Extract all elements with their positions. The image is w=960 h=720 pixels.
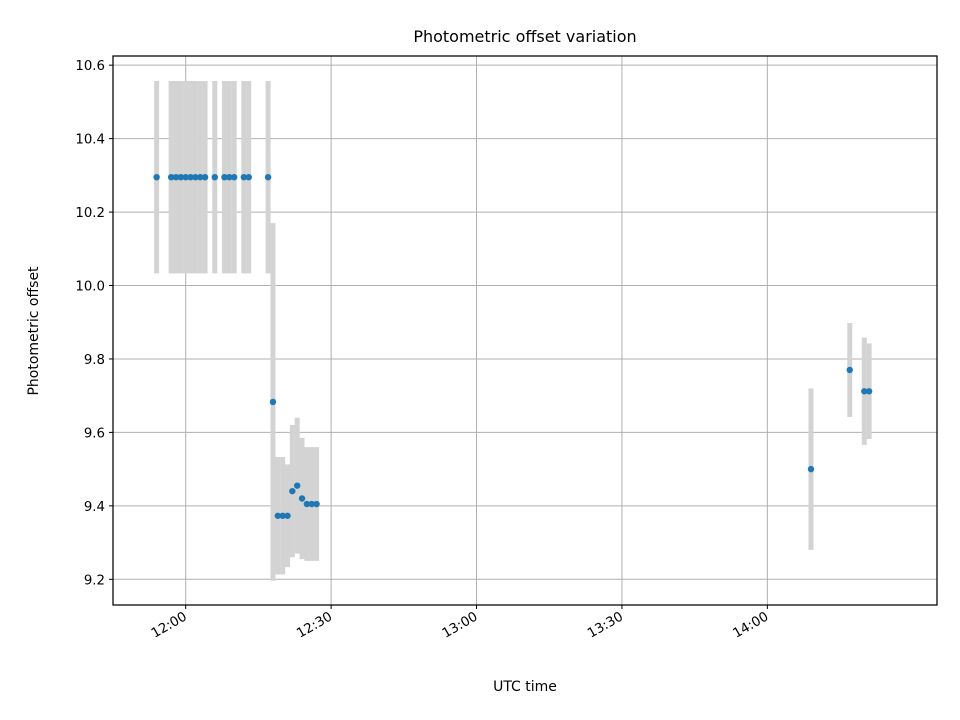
data-point	[289, 487, 296, 495]
data-point	[279, 512, 286, 519]
x-tick-label: 13:30	[585, 609, 626, 641]
data-point	[313, 500, 320, 508]
x-tick-label: 12:00	[149, 609, 190, 641]
x-tick-label: 13:00	[440, 609, 481, 641]
data-point	[284, 512, 291, 519]
data-point	[197, 173, 204, 181]
data-point	[192, 173, 199, 181]
x-tick-label: 14:00	[731, 609, 772, 641]
y-tick-label: 9.2	[84, 573, 105, 588]
y-tick-label: 9.8	[84, 353, 105, 368]
data-point	[226, 173, 233, 181]
data-point	[269, 398, 277, 406]
data-point	[172, 173, 180, 181]
y-tick-label: 10.4	[75, 133, 105, 148]
x-tick-label: 12:30	[294, 609, 335, 641]
data-point	[303, 500, 311, 508]
data-point	[861, 388, 868, 395]
data-point	[240, 173, 248, 181]
x-axis-ticks: 12:00 12:30 13:00 13:30 14:00	[149, 605, 771, 642]
data-point	[865, 388, 873, 395]
y-tick-label: 10.2	[75, 206, 105, 221]
y-axis-ticks: 9.2 9.4 9.6 9.8 10.0 10.2 10.4 10.6	[75, 59, 113, 588]
data-point	[221, 173, 228, 181]
data-point	[807, 465, 815, 473]
y-axis-label: Photometric offset	[26, 266, 42, 396]
data-point	[264, 173, 272, 181]
data-point	[153, 173, 160, 181]
y-tick-label: 9.6	[84, 426, 105, 441]
plot-frame	[112, 55, 938, 606]
data-point	[245, 173, 252, 181]
data-points	[153, 173, 873, 519]
data-point	[201, 173, 209, 181]
data-point	[298, 495, 306, 502]
data-point	[177, 173, 185, 181]
data-point	[187, 173, 194, 181]
y-tick-label: 10.0	[75, 280, 105, 295]
data-point	[293, 482, 301, 489]
data-point	[211, 173, 218, 181]
x-axis-label: UTC time	[493, 679, 557, 695]
data-point	[274, 512, 281, 519]
data-point	[308, 500, 315, 508]
data-point	[182, 173, 189, 181]
data-point	[167, 173, 175, 181]
y-tick-label: 9.4	[84, 500, 105, 515]
data-point	[846, 366, 853, 374]
chart-title: Photometric offset variation	[413, 27, 636, 46]
data-point	[230, 173, 238, 181]
y-tick-label: 10.6	[75, 59, 105, 74]
